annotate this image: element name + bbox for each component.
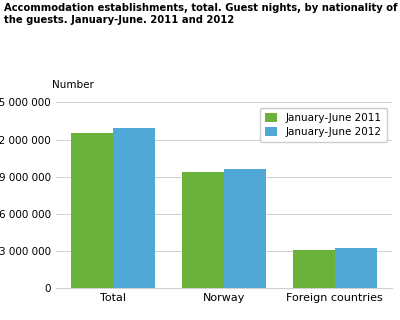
Bar [293,250,335,288]
Text: Accommodation establishments, total. Guest nights, by nationality of
the guests.: Accommodation establishments, total. Gue… [4,3,398,25]
Bar [182,172,224,288]
Legend: January-June 2011, January-June 2012: January-June 2011, January-June 2012 [260,108,387,142]
Bar [224,169,266,288]
Bar [335,248,377,288]
Bar [71,133,113,288]
Text: Number: Number [52,80,94,90]
Bar [113,128,155,288]
